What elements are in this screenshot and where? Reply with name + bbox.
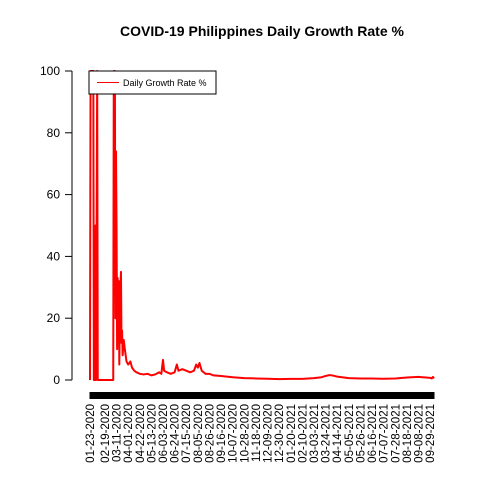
legend-label: Daily Growth Rate % [123,78,207,88]
x-tick-label: 06-24-2020 [170,404,182,463]
x-tick-label: 04-01-2020 [123,404,135,463]
x-tick-label: 07-15-2020 [181,404,193,463]
x-tick-label: 09-16-2020 [216,404,228,463]
plot-area [89,70,435,381]
x-tick-label: 03-11-2020 [112,404,124,462]
x-tick-label: 03-03-2021 [309,404,321,463]
x-tick-label: 10-07-2020 [228,404,240,463]
x-tick-label: 04-14-2021 [332,404,344,463]
x-axis: 01-23-2020 02-19-2020 03-11-2020 04-01-2020… [85,392,437,463]
series-line [89,70,435,381]
x-tick-label: 04-22-2020 [135,404,147,463]
x-tick-label: 07-07-2021 [379,404,391,463]
x-tick-label: 06-16-2021 [367,404,379,463]
x-tick-label: 12-30-2020 [274,404,286,463]
y-tick-label: 40 [47,249,61,263]
y-tick-label: 100 [40,64,60,78]
x-tick-label: 03-24-2021 [321,404,333,463]
x-tick-label: 02-19-2020 [100,404,112,463]
x-tick-label: 10-28-2020 [239,404,251,463]
x-tick-label: 08-05-2020 [193,404,205,463]
x-tick-label: 09-29-2021 [425,404,437,463]
legend-box [88,70,217,95]
x-tick-label: 06-03-2020 [158,404,170,463]
y-tick-label: 20 [47,311,61,325]
x-tick-label: 05-26-2021 [355,404,367,463]
x-tick-label: 08-26-2020 [204,404,216,463]
y-tick-label: 80 [47,126,61,140]
x-tick-label: 08-18-2021 [402,404,414,463]
chart-title: COVID-19 Philippines Daily Growth Rate % [120,23,404,39]
x-tick-label: 01-23-2020 [85,404,97,463]
x-tick-label: 01-20-2021 [286,404,298,463]
x-tick-label: 05-13-2020 [146,404,158,463]
x-tick-label: 12-09-2020 [263,404,275,463]
x-tick-label: 07-28-2021 [390,404,402,463]
y-tick-label: 60 [47,188,61,202]
y-axis: 0 20 40 60 80 100 [40,64,73,387]
legend: Daily Growth Rate % [88,70,217,95]
x-tick-label: 09-08-2021 [414,404,426,463]
x-tick-label: 11-18-2020 [251,404,263,462]
x-tick-label: 02-10-2021 [297,404,309,463]
y-tick-label: 0 [53,373,60,387]
x-tick-label: 05-05-2021 [344,404,356,463]
